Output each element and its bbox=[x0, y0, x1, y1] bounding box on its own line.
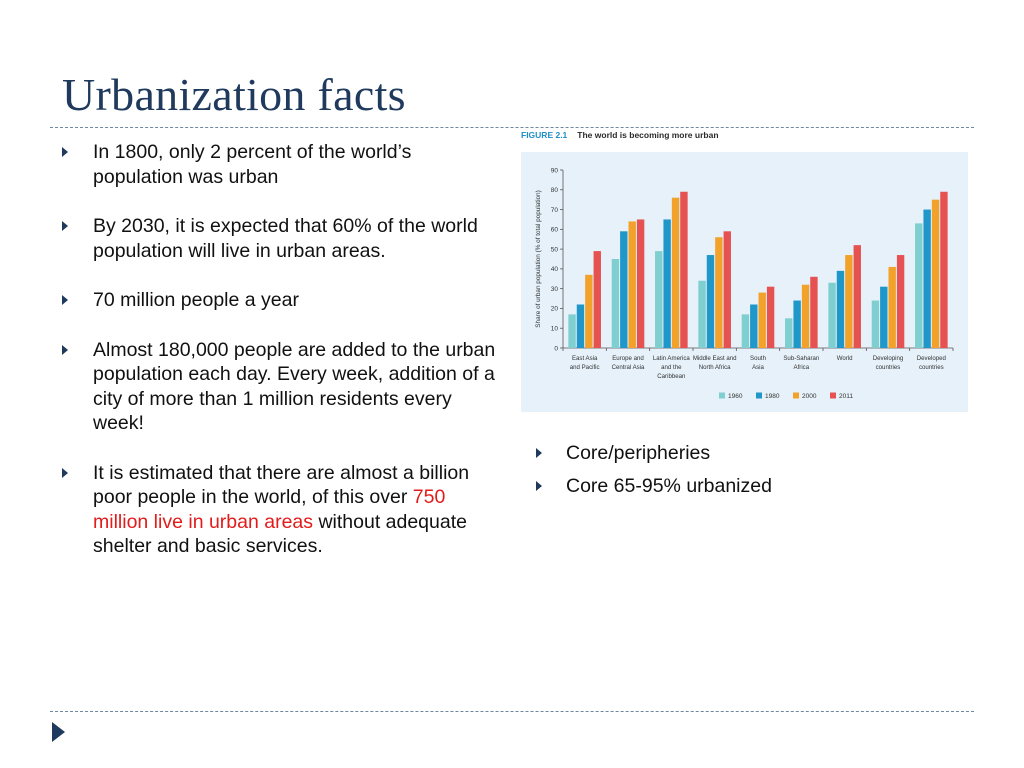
list-item: Core 65-95% urbanized bbox=[536, 474, 936, 499]
y-axis-title: Share of urban population (% of total po… bbox=[535, 190, 542, 328]
bar bbox=[593, 251, 601, 348]
bar bbox=[766, 286, 775, 348]
figure-label: FIGURE 2.1 The world is becoming more urb… bbox=[521, 130, 719, 140]
x-tick-label: Middle East and North Africa bbox=[693, 355, 737, 371]
y-tick-label: 60 bbox=[551, 227, 559, 234]
bar bbox=[888, 266, 896, 348]
bar bbox=[585, 274, 593, 348]
bullet-arrow-icon bbox=[62, 147, 68, 157]
bar bbox=[706, 255, 715, 348]
bar bbox=[828, 282, 836, 348]
x-tick-label: Europe and Central Asia bbox=[612, 355, 645, 371]
bullet-text: By 2030, it is expected that 60% of the … bbox=[93, 215, 478, 262]
bullet-text: Almost 180,000 people are added to the u… bbox=[93, 338, 496, 435]
bar bbox=[880, 286, 888, 348]
list-item: In 1800, only 2 percent of the world’s p… bbox=[62, 140, 502, 189]
bullet-arrow-icon bbox=[62, 467, 68, 478]
y-tick-label: 10 bbox=[551, 326, 559, 333]
bar bbox=[750, 304, 758, 348]
y-tick-label: 70 bbox=[551, 207, 559, 214]
bar bbox=[715, 237, 723, 348]
bar bbox=[853, 245, 861, 348]
bar bbox=[663, 219, 671, 348]
x-tick-label: East Asia and Pacific bbox=[570, 355, 600, 371]
chart-panel: 0 10 20 30 40 50 60 70 80 90 Share of urban popula… bbox=[521, 152, 968, 412]
bullet-arrow-icon bbox=[536, 481, 542, 491]
figure-caption: The world is becoming more urban bbox=[577, 130, 719, 140]
bullet-text-pre: It is estimated that there are almost a … bbox=[93, 461, 470, 509]
bullet-text: 70 million people a year bbox=[93, 289, 299, 311]
legend-label: 2011 bbox=[839, 393, 853, 400]
bar bbox=[620, 231, 628, 348]
bar bbox=[576, 304, 585, 348]
bar bbox=[923, 209, 931, 348]
x-tick-label: World bbox=[837, 355, 853, 362]
figure-number: FIGURE 2.1 bbox=[521, 130, 568, 140]
x-tick-label: Sub-Saharan Africa bbox=[783, 355, 819, 371]
y-tick-label: 30 bbox=[551, 286, 559, 293]
bar bbox=[636, 219, 645, 348]
list-item: By 2030, it is expected that 60% of the … bbox=[62, 214, 502, 263]
bullet-text-post: without adequate shelter and basic servi… bbox=[93, 510, 467, 558]
x-tick-label: Latin America and the Caribbean bbox=[653, 355, 691, 380]
bar bbox=[741, 314, 750, 348]
bar bbox=[628, 221, 636, 348]
legend-label: 1980 bbox=[765, 393, 780, 400]
list-item: Core/peripheries bbox=[536, 441, 936, 466]
bar bbox=[896, 255, 905, 348]
y-tick-label: 20 bbox=[551, 306, 559, 313]
bar bbox=[655, 251, 663, 348]
legend-label: 1960 bbox=[728, 393, 743, 400]
fact-list: In 1800, only 2 percent of the world’s p… bbox=[62, 140, 502, 584]
bar bbox=[723, 231, 731, 348]
list-item: Almost 180,000 people are added to the u… bbox=[62, 338, 502, 436]
y-tick-label: 50 bbox=[551, 246, 559, 253]
urban-share-bar-chart: 0 10 20 30 40 50 60 70 80 90 Share of urban popula… bbox=[535, 167, 954, 400]
bar bbox=[611, 259, 620, 348]
y-tick-label: 0 bbox=[554, 345, 558, 352]
bar bbox=[698, 280, 706, 348]
bar bbox=[931, 199, 940, 348]
top-divider bbox=[50, 127, 974, 128]
bullet-arrow-icon bbox=[62, 344, 68, 355]
bullet-text: Core 65-95% urbanized bbox=[566, 475, 772, 497]
bar bbox=[915, 223, 923, 348]
list-item: It is estimated that there are almost a … bbox=[62, 461, 502, 559]
y-tick-label: 90 bbox=[551, 167, 559, 174]
legend-label: 2000 bbox=[802, 393, 817, 400]
list-item: 70 million people a year bbox=[62, 288, 502, 313]
bar bbox=[871, 300, 880, 348]
bullet-arrow-icon bbox=[536, 448, 542, 458]
bar bbox=[801, 284, 810, 348]
bullet-text: In 1800, only 2 percent of the world’s p… bbox=[93, 141, 412, 188]
slide-corner-arrow-icon bbox=[52, 722, 65, 742]
y-tick-label: 40 bbox=[551, 266, 559, 273]
bar bbox=[671, 197, 680, 348]
bar bbox=[680, 191, 688, 348]
bullet-highlight: 750 million live in urban areas bbox=[93, 486, 446, 533]
legend-swatch bbox=[756, 392, 762, 399]
bullet-text: Core/peripheries bbox=[566, 442, 711, 464]
bar bbox=[845, 255, 853, 348]
bullet-arrow-icon bbox=[62, 295, 68, 305]
legend-swatch bbox=[719, 392, 725, 399]
bar bbox=[568, 314, 576, 348]
core-list: Core/peripheries Core 65-95% urbanized bbox=[536, 441, 936, 507]
bar bbox=[836, 270, 845, 348]
bar bbox=[758, 292, 766, 348]
bullet-arrow-icon bbox=[62, 221, 68, 231]
bottom-divider bbox=[50, 711, 974, 712]
slide-title: Urbanization facts bbox=[62, 69, 406, 120]
x-tick-label: South Asia bbox=[750, 355, 766, 371]
y-tick-label: 80 bbox=[551, 187, 559, 194]
bar bbox=[940, 191, 948, 348]
legend-swatch bbox=[830, 392, 836, 399]
x-tick-label: Developed countries bbox=[917, 355, 946, 371]
bar bbox=[793, 300, 801, 348]
x-tick-label: Developing countries bbox=[873, 355, 904, 371]
legend-swatch bbox=[793, 392, 799, 399]
bar bbox=[810, 276, 818, 348]
bar bbox=[785, 318, 793, 348]
